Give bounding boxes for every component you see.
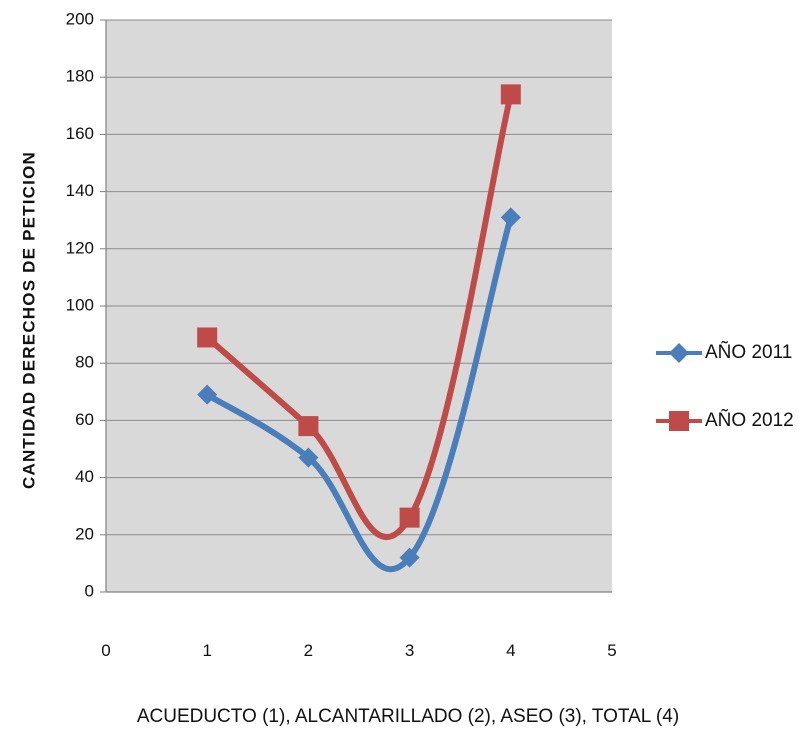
legend-marker xyxy=(669,411,689,431)
legend-label: AÑO 2011 xyxy=(705,341,792,363)
y-tick-label: 20 xyxy=(75,524,94,543)
y-tick-label: 40 xyxy=(75,467,94,486)
y-tick-labels: 0 20 40 60 80 100 120 140 160 180 200 xyxy=(66,9,106,600)
x-tick-label: 2 xyxy=(304,641,313,660)
data-point-marker xyxy=(197,327,218,348)
x-tick-label: 1 xyxy=(202,641,211,660)
y-tick-label: 160 xyxy=(66,124,94,143)
data-point-marker xyxy=(500,207,521,228)
y-tick-label: 140 xyxy=(66,181,94,200)
data-point-marker xyxy=(500,84,521,105)
y-tick-label: 0 xyxy=(85,581,94,600)
legend-marker xyxy=(669,343,689,363)
series-line-2 xyxy=(204,91,514,540)
x-tick-label: 5 xyxy=(607,641,616,660)
y-tick-label: 60 xyxy=(75,410,94,429)
data-point-marker xyxy=(197,384,218,405)
series-lines xyxy=(204,91,514,573)
series-markers xyxy=(197,84,521,568)
y-tick-label: 120 xyxy=(66,238,94,257)
y-tick-label: 180 xyxy=(66,67,94,86)
data-point-marker xyxy=(298,416,319,437)
x-axis-title: ACUEDUCTO (1), ALCANTARILLADO (2), ASEO … xyxy=(137,706,679,727)
x-tick-label: 3 xyxy=(405,641,414,660)
y-axis-title: CANTIDAD DERECHOS DE PETICION xyxy=(19,151,38,489)
gridlines xyxy=(106,19,612,536)
legend-label: AÑO 2012 xyxy=(705,409,794,431)
series-line-1 xyxy=(204,214,514,573)
y-tick-label: 80 xyxy=(75,353,94,372)
data-point-marker xyxy=(298,447,319,468)
x-tick-labels: 0 1 2 3 4 5 xyxy=(101,641,616,660)
x-tick-label: 0 xyxy=(101,641,110,660)
y-tick-label: 200 xyxy=(66,9,94,28)
legend: AÑO 2011 AÑO 2012 xyxy=(656,341,794,431)
data-point-marker xyxy=(399,547,420,568)
data-point-marker xyxy=(399,507,420,528)
y-tick-label: 100 xyxy=(66,295,94,314)
x-tick-label: 4 xyxy=(506,641,515,660)
